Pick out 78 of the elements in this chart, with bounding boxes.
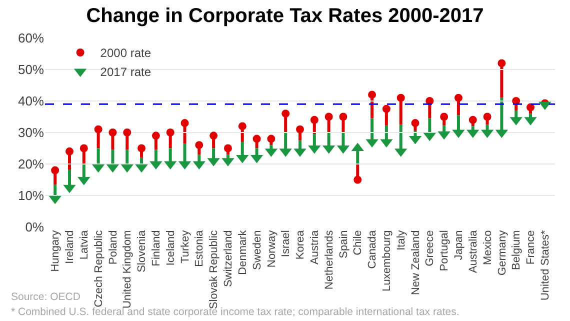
x-tick-label: Sweden	[251, 230, 264, 270]
point	[396, 94, 405, 102]
point	[468, 116, 477, 124]
x-tick-label: Germany	[496, 230, 508, 276]
x-tick-label: Portugal	[438, 230, 451, 272]
point	[354, 176, 362, 184]
y-tick-label: 50%	[18, 62, 44, 78]
x-tick-label: Ireland	[64, 230, 76, 264]
x-tick-label: Israel	[280, 230, 292, 258]
x-tick-label: Switzerland	[222, 230, 235, 288]
x-tick-label: Australia	[467, 229, 480, 273]
point	[152, 132, 160, 140]
point	[339, 112, 348, 121]
x-tick-label: Belgium	[510, 230, 523, 270]
x-tick-label: France	[525, 230, 538, 264]
x-tick-label: Denmark	[236, 230, 249, 275]
x-tick-label: Latvia	[78, 229, 90, 260]
y-tick-label: 30%	[18, 125, 44, 140]
x-tick-label: Czech Republic	[92, 230, 105, 308]
x-tick-label: United Kingdom	[122, 230, 134, 308]
x-tick-label: Hungary	[50, 230, 62, 272]
x-tick-label: Greece	[424, 230, 436, 266]
legend-label: 2017 rate	[100, 65, 152, 80]
y-tick-label: 40%	[18, 94, 44, 109]
chart-title: Change in Corporate Tax Rates 2000-2017	[86, 5, 484, 28]
x-tick-label: Norway	[266, 230, 278, 268]
x-tick-label: Luxembourg	[381, 230, 394, 292]
point	[310, 116, 318, 124]
source-note: Source: OECD	[11, 291, 81, 303]
x-tick-label: Poland	[107, 230, 120, 264]
x-tick-label: Canada	[366, 229, 379, 269]
x-tick-label: Netherlands	[323, 230, 336, 290]
point	[296, 125, 304, 134]
point	[238, 122, 246, 130]
point	[180, 119, 189, 128]
point	[267, 134, 276, 143]
point	[123, 128, 132, 136]
x-tick-label: Estonia	[194, 229, 206, 267]
point	[80, 144, 88, 152]
x-tick-label: Slovenia	[136, 229, 148, 272]
x-tick-label: Chile	[352, 230, 364, 256]
point	[324, 112, 333, 121]
point	[166, 128, 174, 136]
point	[51, 166, 60, 174]
point	[440, 112, 448, 121]
y-tick-label: 60%	[18, 30, 44, 46]
point	[210, 132, 218, 140]
point	[108, 128, 117, 136]
point	[483, 112, 492, 121]
point	[411, 119, 420, 128]
point	[526, 103, 535, 112]
y-tick-label: 10%	[18, 188, 44, 204]
x-tick-label: Finland	[150, 230, 163, 266]
point	[498, 59, 506, 68]
point	[282, 110, 290, 118]
legend-label: 2000 rate	[100, 46, 152, 60]
point	[195, 141, 204, 150]
point	[454, 94, 462, 102]
x-tick-label: Slovak Republic	[208, 230, 220, 310]
point	[138, 144, 146, 152]
x-tick-label: Italy	[395, 230, 408, 250]
point	[252, 134, 261, 143]
x-tick-label: United States*	[539, 229, 552, 301]
x-tick-label: Spain	[338, 230, 350, 258]
point	[94, 125, 102, 134]
point	[368, 90, 376, 99]
x-tick-label: Mexico	[482, 230, 494, 266]
x-tick-label: Japan	[453, 230, 466, 260]
x-tick-label: New Zealand	[410, 230, 422, 296]
point	[224, 144, 232, 152]
point	[382, 104, 390, 113]
y-tick-label: 20%	[18, 156, 44, 172]
x-tick-label: Austria	[308, 229, 321, 264]
x-tick-label: Turkey	[179, 230, 192, 264]
x-tick-label: Korea	[294, 229, 307, 260]
x-tick-label: Iceland	[164, 230, 177, 266]
y-tick-label: 0%	[25, 220, 44, 235]
point	[65, 147, 74, 156]
